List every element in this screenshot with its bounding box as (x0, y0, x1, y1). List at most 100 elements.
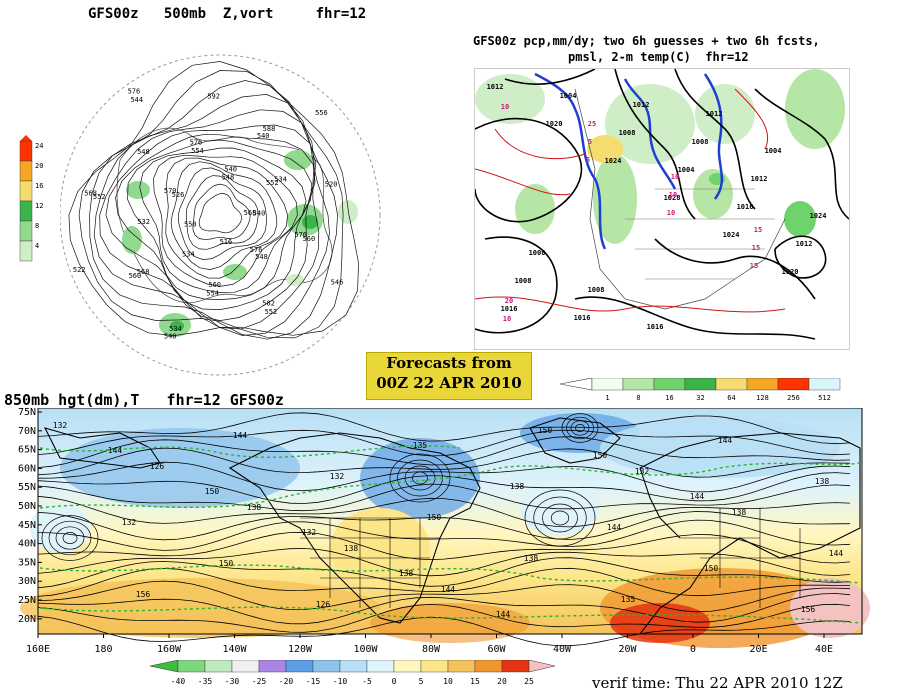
temp-label: 10 (669, 191, 677, 199)
forecast-badge: Forecasts from 00Z 22 APR 2010 (366, 352, 532, 400)
pcp-legend: 1 8 16 32 64 128 256 512 (559, 377, 860, 404)
legend-tick: 8 (35, 222, 39, 230)
height-contour (37, 461, 851, 493)
legend-arrow-left (149, 659, 179, 673)
temp-legend: -40 -35 -30 -25 -20 -15 -10 -5 0 5 10 15 20 25 (149, 659, 590, 696)
height-contour (139, 147, 307, 293)
contour-label: 534 (182, 251, 195, 259)
isobar-label: 1000 (529, 249, 546, 257)
contour-label: 576 (190, 139, 203, 147)
contour-label: 576 (294, 231, 307, 239)
lon-label: 120W (288, 644, 313, 655)
lon-label: 0 (690, 644, 696, 655)
height-label: 138 (344, 544, 359, 553)
height-label: 156 (801, 605, 816, 614)
height-label: 126 (316, 600, 331, 609)
isobar (774, 235, 827, 279)
contour-label: 576 (250, 246, 263, 254)
lon-label: 180 (94, 644, 112, 655)
panel-850mb-map: 132 126 138 138 144 150 132 138 144 156 144 132 150 1… (0, 407, 900, 660)
legend-swatch (19, 180, 33, 202)
isobar (504, 69, 596, 85)
lat-label: 35N (18, 557, 36, 568)
height-contour (177, 167, 267, 260)
height-contour (105, 124, 317, 321)
lat-label: 75N (18, 408, 36, 418)
legend-tick: 12 (35, 202, 43, 210)
lon-label: 60W (487, 644, 506, 655)
cyclone-contour (412, 471, 428, 485)
contour-label: 540 (164, 332, 177, 340)
contour-label: 552 (266, 179, 279, 187)
height-contour (37, 593, 851, 625)
height-label: 135 (621, 595, 636, 604)
height-contour (37, 447, 851, 478)
legend-swatch (258, 659, 287, 673)
height-contour (37, 567, 850, 597)
height-contour (37, 557, 851, 589)
isobar (754, 88, 849, 220)
legend-swatch (177, 659, 206, 673)
isobar (674, 69, 756, 210)
cyclone-contour (550, 510, 570, 526)
legend-tick: -35 (198, 677, 213, 686)
contour-label: 520 (325, 181, 338, 189)
height-label: 144 (496, 610, 511, 619)
isobar-label: 1016 (647, 323, 664, 331)
legend-swatch (591, 377, 624, 391)
legend-swatch (204, 659, 233, 673)
contour-label: 568 (244, 209, 257, 217)
legend-swatch (393, 659, 422, 673)
height-contour (37, 603, 851, 633)
forecast-badge-line2: 00Z 22 APR 2010 (376, 374, 522, 392)
lat-label: 45N (18, 520, 36, 531)
verif-time: verif time: Thu 22 APR 2010 12Z (592, 674, 843, 692)
isobar-label: 1028 (664, 194, 681, 202)
legend-swatch (19, 240, 33, 262)
lat-label: 65N (18, 445, 36, 456)
contour-label: 576 (128, 88, 141, 96)
height-label: 135 (413, 441, 428, 450)
isobar-label: 1012 (796, 240, 813, 248)
contour-label: 592 (207, 92, 220, 100)
contour-label: 534 (169, 325, 182, 333)
height-label: 132 (122, 518, 137, 527)
legend-tick: 16 (35, 182, 43, 190)
panel-pcp-map: 1012 1020 1024 1028 1024 1020 1016 1004 1008 1004… (474, 68, 850, 350)
legend-tick: 5 (419, 677, 424, 686)
height-contour (99, 109, 320, 330)
contour-label: 560 (129, 272, 142, 280)
lat-label: 55N (18, 482, 36, 493)
contour-label: 552 (93, 193, 106, 201)
isobar (475, 117, 583, 223)
legend-swatch (19, 220, 33, 242)
legend-tick: 128 (756, 394, 769, 402)
lon-label: 100W (353, 644, 378, 655)
temperature-contours (39, 445, 861, 624)
isobar-label: 1012 (706, 110, 723, 118)
contour-label: 568 (137, 268, 150, 276)
height-label: 144 (829, 549, 844, 558)
height-label: 132 (53, 421, 68, 430)
cyclone-contour (524, 489, 596, 547)
legend-tick: 256 (787, 394, 800, 402)
isobar-label: 1008 (619, 129, 636, 137)
isobar-label: 1012 (633, 101, 650, 109)
legend-tick: -15 (306, 677, 321, 686)
height-contour (68, 61, 359, 336)
cyclone-contour (404, 465, 436, 491)
height-label: 132 (302, 528, 317, 537)
legend-tick: 64 (727, 394, 735, 402)
legend-tick: 24 (35, 142, 43, 150)
temp-label: 10 (503, 315, 511, 323)
height-label: 150 (593, 451, 608, 460)
height-label: 156 (136, 590, 151, 599)
height-contour (89, 80, 338, 340)
height-label: 138 (815, 477, 830, 486)
legend-swatch (715, 377, 748, 391)
isobar-label: 1024 (723, 231, 740, 239)
contour-label: 544 (130, 96, 143, 104)
height-contour (37, 548, 851, 577)
isobar-label: 1020 (782, 268, 799, 276)
contour-label: 548 (137, 148, 150, 156)
